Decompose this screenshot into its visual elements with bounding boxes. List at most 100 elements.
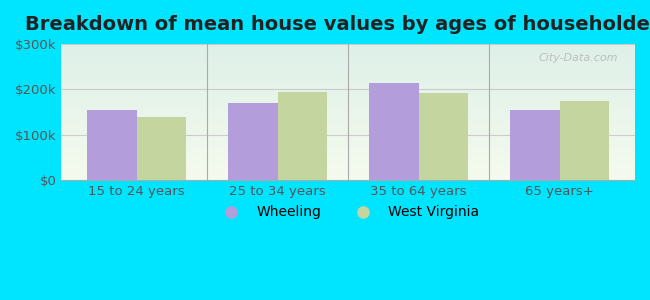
Bar — [61, 77, 635, 78]
Bar — [61, 152, 635, 153]
Bar — [61, 147, 635, 148]
Bar — [61, 44, 635, 45]
Bar — [61, 134, 635, 135]
Bar — [61, 107, 635, 108]
Bar — [61, 109, 635, 110]
Bar — [61, 49, 635, 50]
Bar — [369, 82, 419, 180]
Bar — [61, 126, 635, 127]
Bar — [61, 138, 635, 139]
Bar — [61, 157, 635, 158]
Bar — [61, 142, 635, 143]
Bar — [61, 105, 635, 106]
Bar — [61, 103, 635, 104]
Bar — [61, 66, 635, 67]
Bar — [61, 95, 635, 96]
Bar — [61, 141, 635, 142]
Bar — [61, 50, 635, 51]
Bar — [61, 120, 635, 121]
Bar — [61, 132, 635, 133]
Bar — [61, 137, 635, 138]
Bar — [61, 146, 635, 147]
Bar — [61, 89, 635, 90]
Bar — [61, 177, 635, 178]
Bar — [61, 153, 635, 154]
Bar — [61, 83, 635, 84]
Bar — [61, 53, 635, 54]
Bar — [61, 63, 635, 64]
Bar — [61, 179, 635, 180]
Bar — [228, 103, 278, 180]
Bar — [61, 75, 635, 76]
Bar — [61, 59, 635, 60]
Bar — [61, 144, 635, 145]
Bar — [61, 57, 635, 58]
Bar — [61, 76, 635, 77]
Bar — [61, 154, 635, 155]
Bar — [61, 140, 635, 141]
Bar — [61, 136, 635, 137]
Bar — [88, 110, 136, 180]
Bar — [61, 117, 635, 118]
Bar — [61, 46, 635, 47]
Bar — [61, 127, 635, 128]
Bar — [61, 160, 635, 161]
Bar — [61, 51, 635, 52]
Bar — [61, 54, 635, 55]
Bar — [61, 125, 635, 126]
Bar — [61, 118, 635, 119]
Bar — [61, 122, 635, 123]
Bar — [61, 163, 635, 164]
Bar — [510, 110, 560, 180]
Bar — [61, 151, 635, 152]
Bar — [61, 128, 635, 129]
Bar — [61, 159, 635, 160]
Bar — [136, 117, 186, 180]
Bar — [61, 82, 635, 83]
Bar — [61, 178, 635, 179]
Bar — [61, 172, 635, 173]
Bar — [61, 130, 635, 131]
Bar — [61, 93, 635, 94]
Bar — [61, 129, 635, 130]
Bar — [61, 160, 635, 161]
Bar — [61, 55, 635, 56]
Bar — [61, 131, 635, 132]
Bar — [61, 169, 635, 170]
Bar — [61, 133, 635, 134]
Bar — [61, 97, 635, 98]
Bar — [61, 84, 635, 85]
Bar — [61, 112, 635, 113]
Bar — [61, 88, 635, 89]
Bar — [61, 165, 635, 166]
Bar — [61, 113, 635, 114]
Bar — [61, 94, 635, 95]
Bar — [61, 162, 635, 163]
Bar — [61, 143, 635, 144]
Bar — [61, 45, 635, 46]
Bar — [61, 78, 635, 79]
Bar — [61, 69, 635, 70]
Bar — [61, 148, 635, 149]
Bar — [61, 52, 635, 53]
Bar — [61, 123, 635, 124]
Bar — [61, 72, 635, 73]
Text: City-Data.com: City-Data.com — [538, 53, 617, 63]
Bar — [61, 150, 635, 151]
Bar — [61, 106, 635, 107]
Bar — [61, 171, 635, 172]
Bar — [61, 170, 635, 171]
Bar — [61, 149, 635, 150]
Bar — [61, 155, 635, 156]
Bar — [61, 67, 635, 68]
Bar — [61, 104, 635, 105]
Bar — [61, 174, 635, 175]
Bar — [61, 158, 635, 159]
Bar — [61, 111, 635, 112]
Bar — [61, 90, 635, 91]
Bar — [61, 115, 635, 116]
Bar — [61, 175, 635, 176]
Bar — [61, 81, 635, 82]
Bar — [61, 176, 635, 177]
Bar — [61, 48, 635, 49]
